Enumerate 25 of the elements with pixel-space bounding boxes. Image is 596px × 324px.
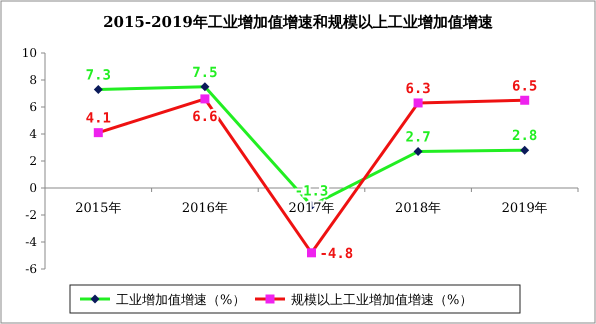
y-tick-label: -2 [25,208,37,222]
data-label: 2.8 [512,128,538,144]
data-label: 6.3 [405,80,431,97]
y-tick-label: -4 [25,235,38,249]
y-tick-label: -6 [25,262,37,276]
x-tick-label: 2018年 [395,201,442,216]
x-tick-label: 2015年 [75,201,122,216]
data-label: 7.5 [192,64,218,81]
data-label: 4.1 [86,110,111,127]
data-label: 6.5 [512,78,538,94]
x-tick-label: 2016年 [182,201,228,216]
x-tick-label: 2017年 [288,201,335,216]
data-label: 7.3 [86,67,111,84]
y-tick-label: 4 [29,127,38,141]
y-tick-label: 8 [29,73,37,87]
y-tick-label: 2 [29,154,37,168]
y-tick-label: 6 [29,100,37,114]
legend-label: 工业增加值增速（%） [116,293,246,308]
data-label: 2.7 [405,130,431,146]
legend-label: 规模以上工业增加值增速（%） [291,293,472,308]
y-tick-label: 0 [29,181,37,195]
chart-title: 2015-2019年工业增加值增速和规模以上工业增加值增速 [103,13,494,31]
x-tick-label: 2019年 [502,201,548,216]
y-tick-label: 10 [22,46,37,60]
data-label: -4.8 [320,246,354,262]
